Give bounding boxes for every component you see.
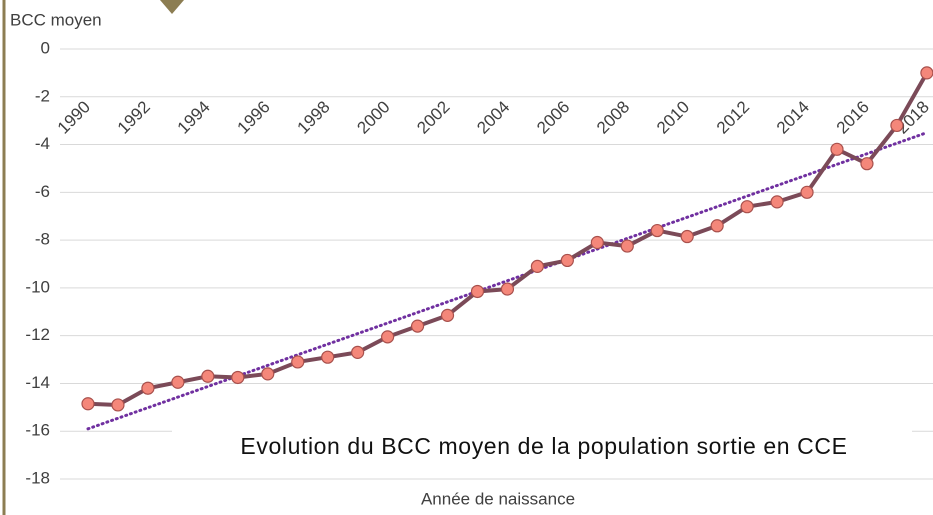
point xyxy=(560,253,574,268)
trendline xyxy=(86,131,929,431)
point xyxy=(321,350,335,364)
point xyxy=(261,367,275,381)
point xyxy=(650,223,664,238)
point xyxy=(710,219,724,233)
y-tick-label: -4 xyxy=(35,134,50,153)
point xyxy=(590,235,604,250)
x-axis-label: Année de naissance xyxy=(421,489,575,508)
point xyxy=(381,330,395,344)
corner-marker xyxy=(160,0,184,14)
point xyxy=(231,370,245,385)
point xyxy=(201,369,215,383)
y-tick-label: -8 xyxy=(35,230,50,249)
point xyxy=(500,282,515,296)
point xyxy=(111,398,125,412)
point xyxy=(680,229,694,244)
chart-title: Evolution du BCC moyen de la population … xyxy=(240,433,847,459)
point xyxy=(470,284,485,299)
point xyxy=(800,185,814,199)
point xyxy=(530,259,545,273)
point xyxy=(770,195,784,209)
point xyxy=(830,142,844,156)
point xyxy=(291,355,305,369)
point xyxy=(620,239,634,253)
point xyxy=(81,397,95,411)
point xyxy=(171,375,185,389)
y-tick-label: -14 xyxy=(25,373,50,392)
y-tick-label: -12 xyxy=(25,325,50,344)
y-axis-label: BCC moyen xyxy=(10,10,102,29)
point xyxy=(860,157,874,171)
y-tick-label: -2 xyxy=(35,86,50,105)
point xyxy=(351,345,365,359)
y-tick-label: -6 xyxy=(35,182,50,201)
point xyxy=(440,308,455,322)
y-tick-label: 0 xyxy=(41,38,50,57)
point xyxy=(410,319,425,333)
point xyxy=(890,118,904,133)
title-bg xyxy=(172,430,912,466)
point xyxy=(141,381,155,395)
point xyxy=(920,66,933,80)
y-tick-label: -16 xyxy=(25,421,50,440)
y-tick-label: -18 xyxy=(25,468,50,487)
point xyxy=(740,200,754,214)
y-tick-label: -10 xyxy=(25,277,50,296)
